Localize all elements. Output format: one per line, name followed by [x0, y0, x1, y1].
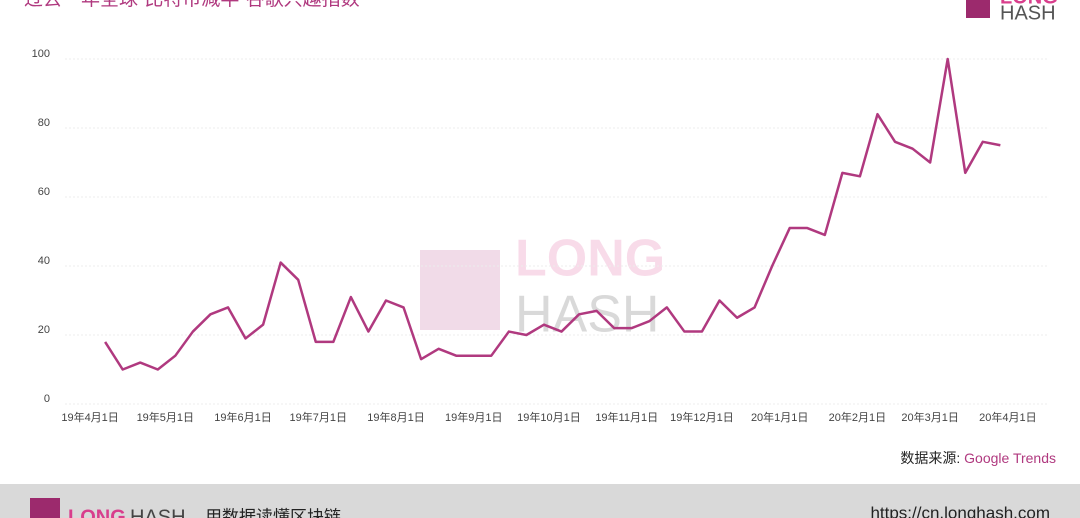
watermark: LONG HASH: [420, 230, 665, 344]
x-tick-label: 19年5月1日: [137, 410, 194, 424]
footer-long: LONG: [68, 506, 126, 518]
x-tick-label: 20年3月1日: [901, 410, 958, 424]
watermark-hash: HASH: [515, 286, 659, 344]
source-name: Google Trends: [964, 450, 1056, 466]
y-tick-label: 40: [38, 255, 50, 267]
footer-icon: [30, 498, 60, 518]
x-tick-label: 19年12月1日: [670, 410, 734, 424]
footer-bar: [0, 484, 1080, 518]
source: 数据来源: Google Trends: [900, 450, 1056, 466]
x-tick-label: 19年6月1日: [214, 410, 271, 424]
source-label: 数据来源:: [900, 450, 960, 466]
x-tick-label: 20年2月1日: [829, 410, 886, 424]
x-tick-label: 19年10月1日: [517, 410, 581, 424]
line: [104, 57, 1001, 371]
y-tick-label: 20: [38, 324, 50, 336]
x-tick-label: 19年8月1日: [367, 410, 424, 424]
footer-slogan: 用数据读懂区块链: [205, 507, 341, 518]
watermark-icon: [420, 250, 500, 330]
logo-icon: [966, 0, 990, 18]
x-tick-label: 19年9月1日: [445, 410, 502, 424]
x-tick-label: 20年4月1日: [979, 410, 1036, 424]
x-tick-label: 19年4月1日: [61, 410, 118, 424]
logo-long: LONG: [1000, 0, 1058, 8]
footer-url: https://cn.longhash.com: [870, 503, 1050, 518]
y-tick-label: 80: [38, 117, 50, 129]
watermark-long: LONG: [515, 230, 665, 288]
chart-title: 过去一年全球“比特币减半”谷歌兴趣指数: [24, 0, 360, 10]
x-tick-label: 19年11月1日: [595, 410, 658, 424]
x-tick-label: 20年1月1日: [751, 410, 808, 424]
y-tick-label: 0: [44, 393, 50, 405]
x-tick-label: 19年7月1日: [290, 410, 347, 424]
footer-hash: HASH: [130, 506, 186, 518]
y-tick-label: 60: [38, 186, 50, 198]
logo-hash: HASH: [1000, 2, 1056, 24]
y-tick-label: 100: [32, 48, 50, 60]
corner-logo: LONG HASH: [966, 0, 1058, 24]
